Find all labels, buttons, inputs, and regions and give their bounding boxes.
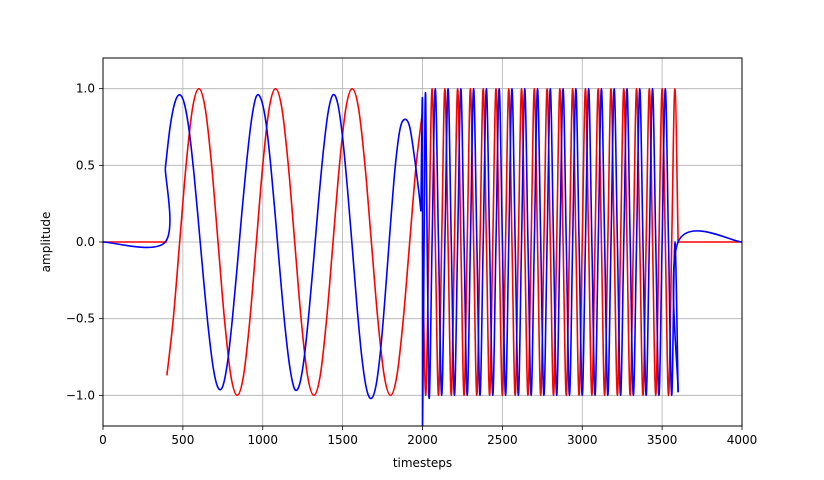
y-tick-label: 0.5 <box>76 158 95 172</box>
series-1-segment <box>166 87 424 397</box>
plot-area <box>103 87 742 426</box>
y-tick-label: 0.0 <box>76 235 95 249</box>
series-2-segment <box>164 93 422 400</box>
x-tick-label: 2000 <box>407 433 438 447</box>
series-1-line <box>103 87 742 397</box>
series-2-line <box>103 87 742 426</box>
x-tick-label: 3000 <box>567 433 598 447</box>
y-axis: −1.0 −0.5 0.0 0.5 1.0 <box>66 82 103 402</box>
x-tick-label: 500 <box>171 433 194 447</box>
x-axis-label: timesteps <box>393 456 452 470</box>
x-tick-label: 3500 <box>647 433 678 447</box>
y-tick-label: −0.5 <box>66 312 95 326</box>
series-2-segment <box>672 230 742 393</box>
x-tick-label: 2500 <box>487 433 518 447</box>
x-axis: 0 500 1000 1500 2000 2500 3000 3500 4000 <box>99 426 757 447</box>
y-tick-label: 1.0 <box>76 82 95 96</box>
x-tick-label: 4000 <box>727 433 758 447</box>
x-tick-label: 1000 <box>247 433 278 447</box>
y-axis-label: amplitude <box>39 212 53 273</box>
series-2-segment <box>420 87 679 426</box>
x-tick-label: 1500 <box>327 433 358 447</box>
x-tick-label: 0 <box>99 433 107 447</box>
series-1-segment <box>421 87 679 397</box>
y-tick-label: −1.0 <box>66 388 95 402</box>
series-2-segment <box>103 168 171 249</box>
